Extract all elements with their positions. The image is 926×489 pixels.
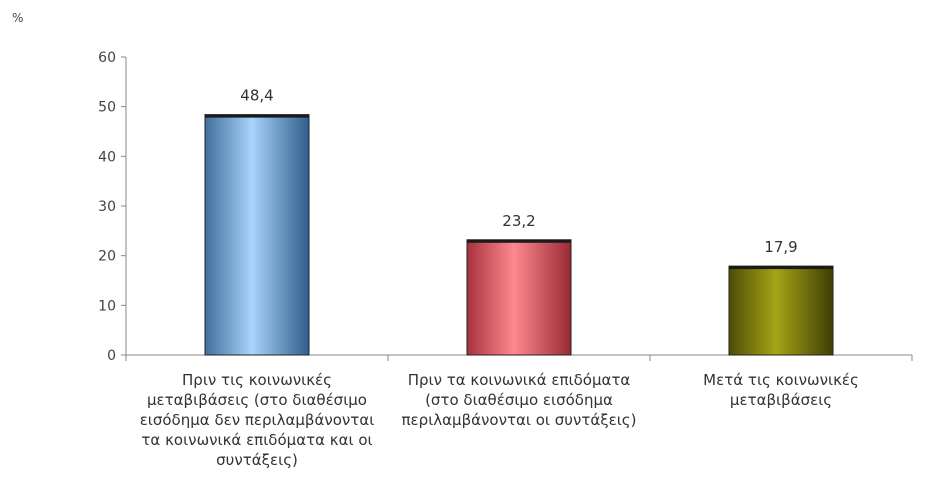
y-tick-label: 10 [98, 298, 116, 314]
bar-top-edge [205, 114, 309, 118]
x-category-label: Πριν τις κοινωνικές μεταβιβάσεις (στο δι… [139, 371, 375, 469]
y-tick-label: 30 [98, 199, 116, 215]
y-unit-label: % [12, 11, 23, 25]
data-label: 17,9 [764, 238, 797, 256]
y-tick-label: 60 [98, 50, 116, 66]
y-tick-label: 0 [107, 348, 116, 364]
data-label: 23,2 [502, 212, 535, 230]
bar [466, 239, 572, 356]
bar [204, 114, 310, 356]
bar [728, 265, 834, 356]
y-tick-label: 40 [98, 149, 116, 165]
y-tick-label: 20 [98, 249, 116, 265]
data-label: 48,4 [240, 87, 273, 105]
bar-top-edge [467, 239, 571, 243]
bar-top-edge [729, 266, 833, 270]
y-tick-label: 50 [98, 100, 116, 116]
x-category-label: Πριν τα κοινωνικά επιδόματα (στο διαθέσι… [401, 371, 637, 429]
x-category-label: Μετά τις κοινωνικές μεταβιβάσεις [703, 371, 859, 409]
